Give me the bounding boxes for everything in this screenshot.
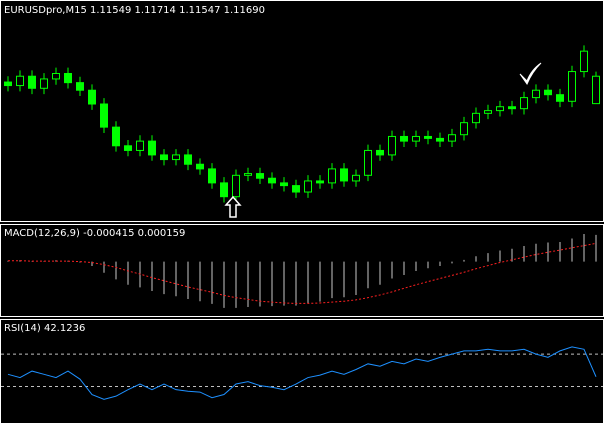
candle-body: [52, 73, 60, 80]
candle-body: [220, 182, 228, 198]
check-mark: [519, 62, 542, 86]
candle-body: [292, 185, 300, 193]
candle-body: [472, 112, 480, 124]
candle-body: [364, 149, 372, 176]
macd-title: MACD(12,26,9) -0.000415 0.000159: [4, 228, 185, 239]
candle-body: [340, 168, 348, 182]
candle-body: [388, 135, 396, 156]
rsi-title: RSI(14) 42.1236: [4, 323, 85, 334]
candle-body: [172, 154, 180, 161]
candle-body: [268, 177, 276, 184]
candle-body: [232, 174, 240, 198]
candle-body: [352, 174, 360, 182]
candle-body: [4, 81, 12, 87]
price-title: EURUSDpro,M15 1.11549 1.11714 1.11547 1.…: [4, 5, 265, 16]
candle-body: [304, 180, 312, 193]
candle-body: [568, 71, 576, 102]
candle-body: [532, 89, 540, 99]
candle-body: [76, 82, 84, 91]
candle-body: [316, 180, 324, 184]
candle-body: [208, 168, 216, 184]
candle-body: [256, 173, 264, 179]
candle-body: [196, 163, 204, 170]
candle-body: [112, 126, 120, 147]
candle-body: [484, 110, 492, 114]
candle-body: [244, 173, 252, 176]
candle-body: [88, 89, 96, 105]
candle-body: [460, 122, 468, 136]
candle-body: [412, 135, 420, 142]
candle-body: [544, 89, 552, 96]
candle-body: [400, 135, 408, 142]
candle-body: [136, 140, 144, 151]
candle-body: [436, 137, 444, 142]
candle-body: [592, 75, 600, 105]
candle-body: [40, 78, 48, 89]
candle-body: [160, 154, 168, 161]
candle-body: [328, 168, 336, 184]
candle-body: [100, 103, 108, 128]
candle-body: [124, 145, 132, 151]
candle-body: [508, 106, 516, 110]
candle-body: [580, 50, 588, 73]
candle-body: [28, 75, 36, 89]
candle-body: [148, 140, 156, 156]
candle-body: [496, 106, 504, 112]
plot-layer: [1, 45, 603, 400]
candle-body: [64, 73, 72, 84]
candle-body: [448, 134, 456, 142]
candle-body: [424, 135, 432, 139]
candle-body: [376, 149, 384, 156]
candle-body: [184, 154, 192, 165]
candle-body: [280, 182, 288, 187]
indicator-line: [7, 346, 597, 400]
candle-body: [16, 75, 24, 87]
buy-arrow: [224, 195, 242, 218]
candle-body: [556, 94, 564, 102]
candle-body: [520, 97, 528, 110]
